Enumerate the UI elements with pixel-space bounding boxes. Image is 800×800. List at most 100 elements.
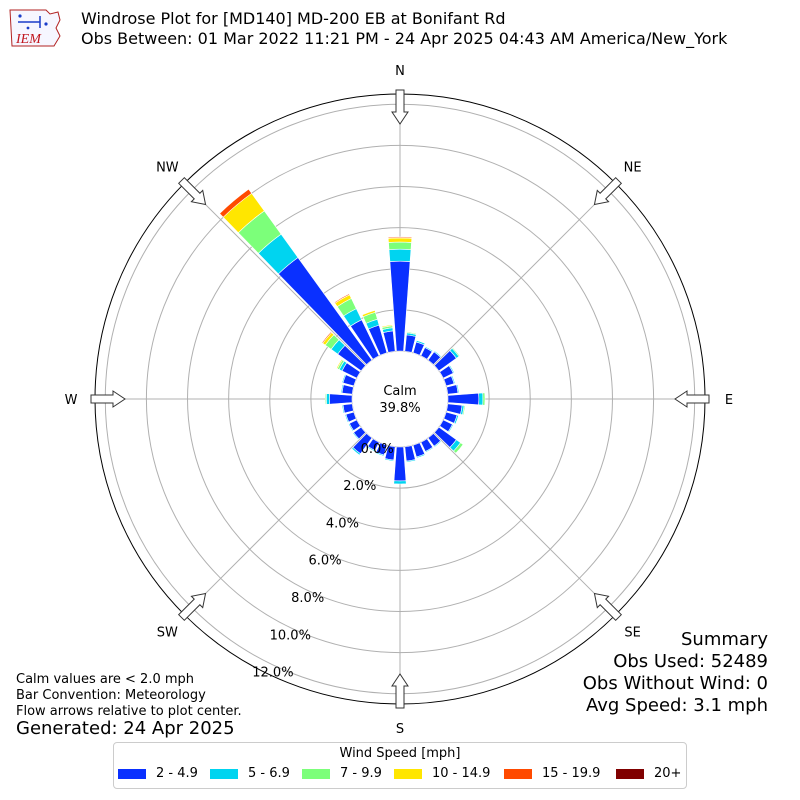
compass-arrow [674,390,710,408]
generated-date: Generated: 24 Apr 2025 [16,718,235,739]
radial-tick-label: 6.0% [309,554,342,569]
bar-segment [352,432,360,441]
bar-segment [333,293,350,304]
bar-segment [424,446,434,453]
bar-segment [405,459,416,463]
compass-label: N [395,64,405,79]
bar-segment [406,331,418,334]
compass-arrow [593,176,623,206]
svg-text:IEM: IEM [15,32,42,47]
bar-segment [326,393,330,405]
legend-label: 15 - 19.9 [542,766,601,781]
legend-label: 5 - 6.9 [248,766,290,781]
bar-segment [348,423,354,432]
legend-label: 20+ [654,766,682,781]
bar-segment [393,446,407,482]
compass-arrow [391,89,409,125]
bar-segment [388,248,412,262]
bar-segment [277,257,373,366]
legend-swatch [118,769,146,779]
bar-segment [329,393,353,405]
compass-label: E [725,393,733,408]
bar-segment [341,373,347,384]
legend-label: 2 - 4.9 [156,766,198,781]
bar-segment [340,384,344,394]
bar-segment [387,236,413,239]
bar-segment [455,415,460,425]
bar-segment [462,405,466,416]
chart-subtitle: Obs Between: 01 Mar 2022 11:21 PM - 24 A… [81,29,728,48]
compass-label: SW [157,626,178,641]
calm-value: 39.8% [379,401,420,416]
legend-swatch [302,769,330,779]
bar-segment [384,458,395,462]
legend: Wind Speed [mph] 2 - 4.9 5 - 6.9 7 - 9.9… [113,742,687,789]
bar-segment [341,384,354,395]
legend-swatch [394,769,422,779]
chart-title: Windrose Plot for [MD140] MD-200 EB at B… [81,9,506,28]
flow-note: Flow arrows relative to plot center. [16,704,242,719]
compass-label: W [65,393,78,408]
legend-swatch [616,769,644,779]
radial-tick-label: 8.0% [291,591,324,606]
bar-segment [344,413,350,423]
legend-swatch [210,769,238,779]
compass-arrow [177,592,207,622]
legend-swatch [504,769,532,779]
radial-tick-label: 10.0% [270,628,311,643]
bar-segment [342,403,354,414]
bar-segment [366,445,376,452]
summary-heading: Summary [681,629,768,650]
bar-segment [450,375,456,385]
radial-tick-label: 0.0% [361,442,394,457]
bar-convention-note: Bar Convention: Meteorology [16,688,206,703]
grid-spoke [183,432,367,616]
compass-label: NE [624,160,642,175]
legend-label: 7 - 9.9 [340,766,382,781]
bar-segment [447,423,454,433]
summary-obs-used: Obs Used: 52489 [613,651,768,672]
calm-label: Calm [383,384,416,399]
bar-segment [361,309,376,318]
bar-segment [433,440,442,448]
bar-segment [482,392,486,406]
radial-tick-label: 12.0% [252,666,293,681]
bar-segment [433,350,442,358]
bar-segment [387,237,413,243]
grid-spoke [433,182,617,366]
bar-segment [478,392,484,406]
bar-segment [388,241,412,250]
compass-arrow [391,673,409,709]
calm-note: Calm values are < 2.0 mph [16,672,195,687]
bar-segment [381,324,393,328]
compass-label: SE [624,626,640,641]
bar-segment [393,480,407,485]
radial-tick-label: 4.0% [326,516,359,531]
bar-segment [424,346,434,353]
compass-arrow [177,176,207,206]
bar-segment [219,188,253,218]
compass-arrow [593,592,623,622]
bar-segment [416,339,426,344]
bar-segment [451,347,461,357]
legend-title: Wind Speed [mph] [339,746,461,761]
radial-tick-label: 2.0% [343,479,376,494]
grid-circle [351,350,449,448]
summary-obs-without-wind: Obs Without Wind: 0 [582,673,768,694]
grid-spoke [183,182,367,366]
summary-avg-speed: Avg Speed: 3.1 mph [586,695,768,716]
bar-segment [447,392,480,406]
bar-segment [375,451,385,457]
compass-label: S [396,722,404,737]
bar-segment [351,446,361,456]
bar-segment [336,358,343,370]
bar-segment [448,364,455,374]
compass-arrow [90,390,126,408]
legend-label: 10 - 14.9 [432,766,491,781]
bar-segment [416,453,426,459]
bar-segment [321,331,333,344]
bar-segment [341,404,345,414]
bar-segment [453,442,464,454]
bar-segment [446,384,459,395]
